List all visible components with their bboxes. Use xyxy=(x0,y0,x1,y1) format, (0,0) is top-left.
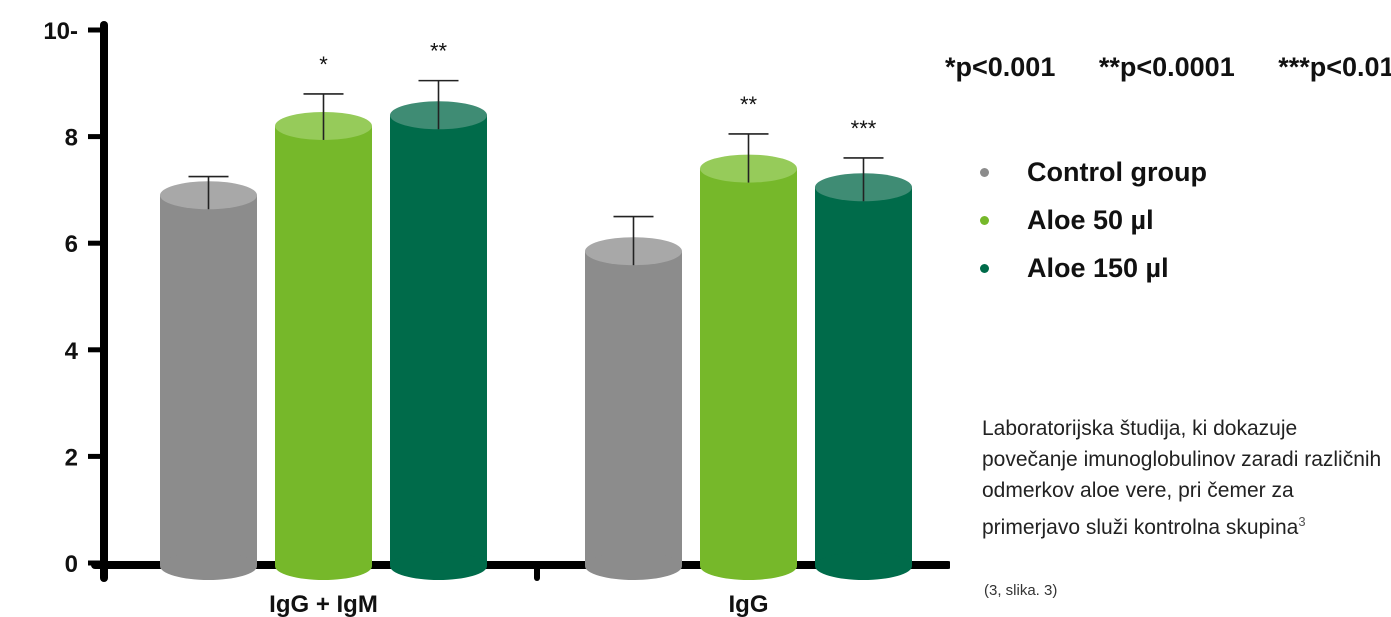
bar xyxy=(815,187,912,567)
bar-base xyxy=(815,552,912,580)
significance-label: ** xyxy=(740,92,758,117)
bar-base xyxy=(390,552,487,580)
legend-item-control: Control group xyxy=(980,148,1207,196)
bar-base xyxy=(700,552,797,580)
x-category-label: IgG xyxy=(729,591,769,617)
y-tick-label: 2 xyxy=(65,444,78,471)
significance-label: ** xyxy=(430,39,448,64)
caption-superscript: 3 xyxy=(1298,514,1306,529)
figure-caption: Laboratorijska študija, ki dokazuje pove… xyxy=(982,413,1382,543)
bar-base xyxy=(160,552,257,580)
legend-label: Control group xyxy=(1027,156,1207,187)
legend-item-aloe-150: Aloe 150 µl xyxy=(980,244,1207,292)
bar xyxy=(585,251,682,566)
legend-label: Aloe 150 µl xyxy=(1027,252,1169,283)
x-category-label: IgG + IgM xyxy=(269,591,378,617)
bar xyxy=(390,115,487,566)
y-tick-label: 0 xyxy=(65,551,78,578)
y-tick-label: 6 xyxy=(65,231,78,258)
y-tick-label: 8 xyxy=(65,125,78,152)
pvalue-2: **p<0.0001 xyxy=(1098,52,1235,82)
legend-dot xyxy=(980,167,989,177)
figure-source: (3, slika. 3) xyxy=(984,582,1058,599)
bar xyxy=(160,195,257,567)
legend-dot xyxy=(980,215,989,225)
chart-legend: Control group Aloe 50 µl Aloe 150 µl xyxy=(980,148,1207,292)
caption-text: Laboratorijska študija, ki dokazuje pove… xyxy=(982,417,1382,539)
bar-base xyxy=(275,552,372,580)
significance-label: *** xyxy=(851,116,877,141)
bar xyxy=(275,125,372,566)
significance-label: * xyxy=(319,52,328,77)
y-tick-label: 10- xyxy=(43,18,78,45)
y-tick-label: 4 xyxy=(65,338,79,365)
bar xyxy=(700,168,797,566)
legend-label: Aloe 50 µl xyxy=(1027,204,1154,235)
pvalue-3: ***p<0.01 xyxy=(1278,52,1391,82)
pvalue-1: *p<0.001 xyxy=(945,52,1056,82)
bar-base xyxy=(585,552,682,580)
pvalue-legend: *p<0.001 **p<0.0001 ***p<0.01 xyxy=(945,52,1391,83)
legend-dot xyxy=(980,263,989,273)
legend-item-aloe-50: Aloe 50 µl xyxy=(980,196,1207,244)
